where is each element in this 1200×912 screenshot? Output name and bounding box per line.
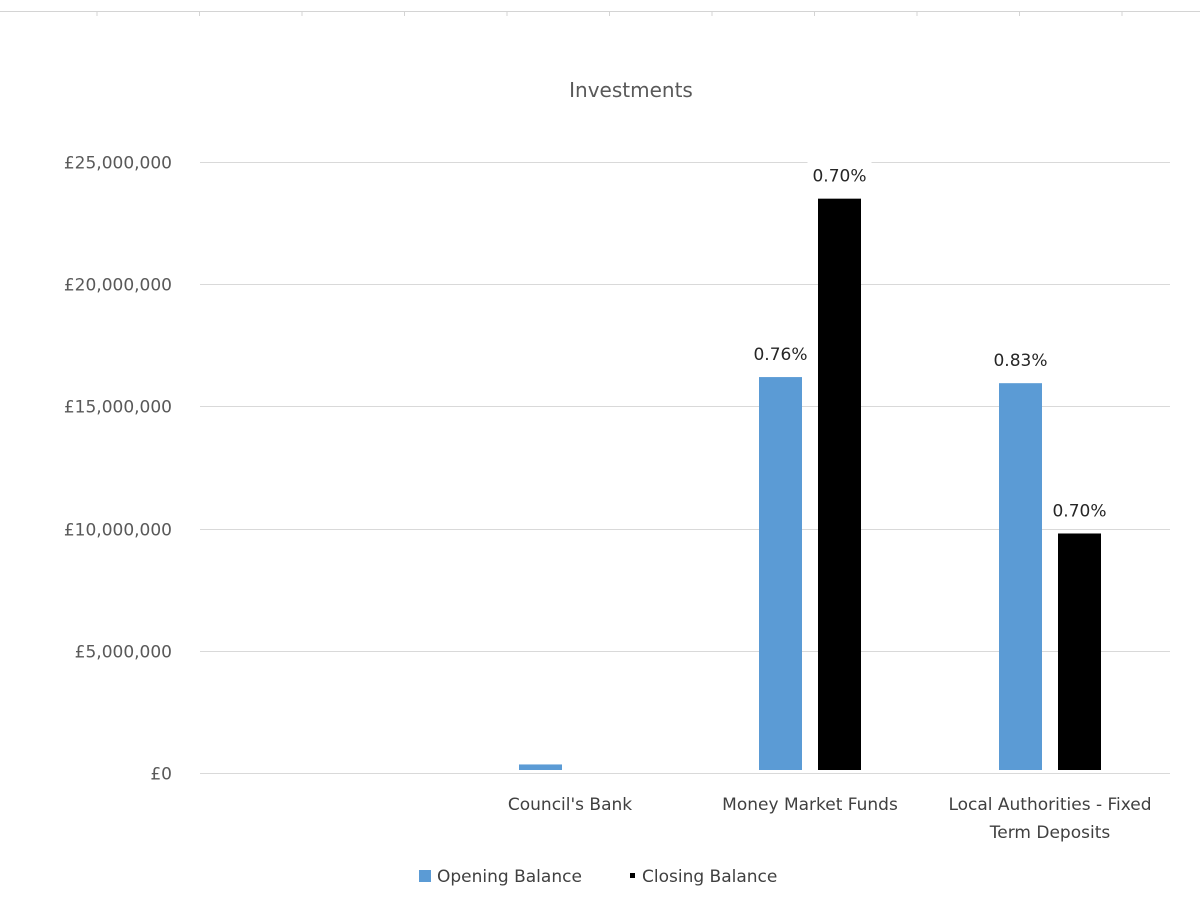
x-tick-label: Local Authorities - Fixed	[948, 795, 1151, 815]
data-label-background	[1047, 495, 1112, 524]
bars	[519, 198, 1101, 770]
bar-closing	[818, 198, 861, 770]
chart-title: Investments	[569, 78, 693, 102]
y-tick-label: £5,000,000	[75, 643, 172, 663]
bar-opening	[519, 764, 562, 770]
legend-swatch-closing	[630, 873, 635, 878]
y-tick-label: £10,000,000	[64, 521, 172, 541]
bar-opening	[759, 377, 802, 770]
legend-swatch-opening	[419, 870, 431, 882]
data-label-background	[988, 345, 1053, 374]
legend-label-closing: Closing Balance	[642, 867, 777, 887]
y-tick-label: £15,000,000	[64, 398, 172, 418]
data-label-background	[807, 160, 872, 189]
y-tick-label: £0	[150, 765, 172, 785]
data-label: 0.76%	[753, 345, 807, 365]
y-axis: £0 £5,000,000 £10,000,000 £15,000,000 £20,00…	[64, 154, 172, 785]
data-label: 0.70%	[812, 167, 866, 187]
y-tick-label: £25,000,000	[64, 154, 172, 174]
x-tick-label: Term Deposits	[989, 823, 1111, 843]
x-axis: Council's Bank Money Market Funds Local Au…	[508, 795, 1152, 843]
bar-closing	[1058, 533, 1101, 770]
x-tick-label: Council's Bank	[508, 795, 632, 815]
legend: Opening Balance Closing Balance	[419, 867, 777, 887]
data-label: 0.83%	[993, 351, 1047, 371]
y-tick-label: £20,000,000	[64, 276, 172, 296]
data-label: 0.70%	[1052, 501, 1106, 521]
bar-opening	[999, 383, 1042, 770]
sheet-top-gridline	[0, 11, 1200, 16]
data-label-background	[748, 339, 813, 368]
x-tick-label: Money Market Funds	[722, 795, 898, 815]
data-labels: 0.76% 0.70% 0.83% 0.70%	[748, 160, 1112, 524]
legend-label-opening: Opening Balance	[437, 867, 582, 887]
